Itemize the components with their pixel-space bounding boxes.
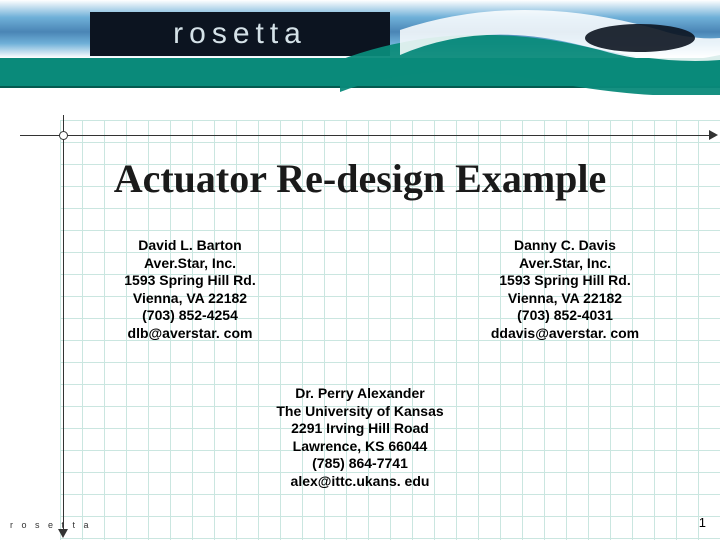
contact-email: ddavis@averstar. com	[465, 325, 665, 343]
contact-phone: (703) 852-4031	[465, 307, 665, 325]
contact-block-center: Dr. Perry Alexander The University of Ka…	[0, 385, 720, 490]
footer-logo: r o s e t t a	[10, 520, 92, 530]
contact-block-right: Danny C. Davis Aver.Star, Inc. 1593 Spri…	[465, 237, 665, 342]
contact-name: David L. Barton	[100, 237, 280, 255]
contact-org: Aver.Star, Inc.	[100, 255, 280, 273]
axis-horizontal	[20, 135, 715, 136]
page-number: 1	[699, 515, 706, 530]
slide-title: Actuator Re-design Example	[0, 155, 720, 202]
contact-name: Dr. Perry Alexander	[0, 385, 720, 403]
axis-arrow-right	[709, 130, 718, 140]
axis-arrow-down	[58, 529, 68, 538]
banner-teal-bar	[0, 58, 720, 88]
contact-org: Aver.Star, Inc.	[465, 255, 665, 273]
contact-block-left: David L. Barton Aver.Star, Inc. 1593 Spr…	[100, 237, 280, 342]
contact-email: alex@ittc.ukans. edu	[0, 473, 720, 491]
contact-addr2: Vienna, VA 22182	[100, 290, 280, 308]
contact-org: The University of Kansas	[0, 403, 720, 421]
contact-addr1: 1593 Spring Hill Rd.	[465, 272, 665, 290]
rosetta-logo: rosetta	[90, 12, 390, 56]
contact-addr2: Lawrence, KS 66044	[0, 438, 720, 456]
contact-addr1: 1593 Spring Hill Rd.	[100, 272, 280, 290]
header-banner: rosetta	[0, 0, 720, 95]
contact-phone: (785) 864-7741	[0, 455, 720, 473]
axis-origin-dot	[59, 131, 68, 140]
contact-phone: (703) 852-4254	[100, 307, 280, 325]
contact-email: dlb@averstar. com	[100, 325, 280, 343]
contact-name: Danny C. Davis	[465, 237, 665, 255]
contact-addr2: Vienna, VA 22182	[465, 290, 665, 308]
contact-addr1: 2291 Irving Hill Road	[0, 420, 720, 438]
banner-gradient: rosetta	[0, 0, 720, 58]
